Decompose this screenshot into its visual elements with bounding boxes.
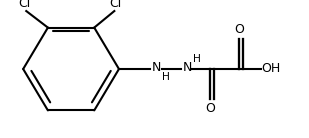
Text: O: O [205,102,215,115]
Text: Cl: Cl [19,0,31,10]
Text: Cl: Cl [110,0,122,10]
Text: N: N [182,61,192,74]
Text: O: O [235,23,244,36]
Text: OH: OH [262,63,281,75]
Text: H: H [193,54,200,64]
Text: N: N [151,61,161,74]
Text: H: H [162,72,169,82]
